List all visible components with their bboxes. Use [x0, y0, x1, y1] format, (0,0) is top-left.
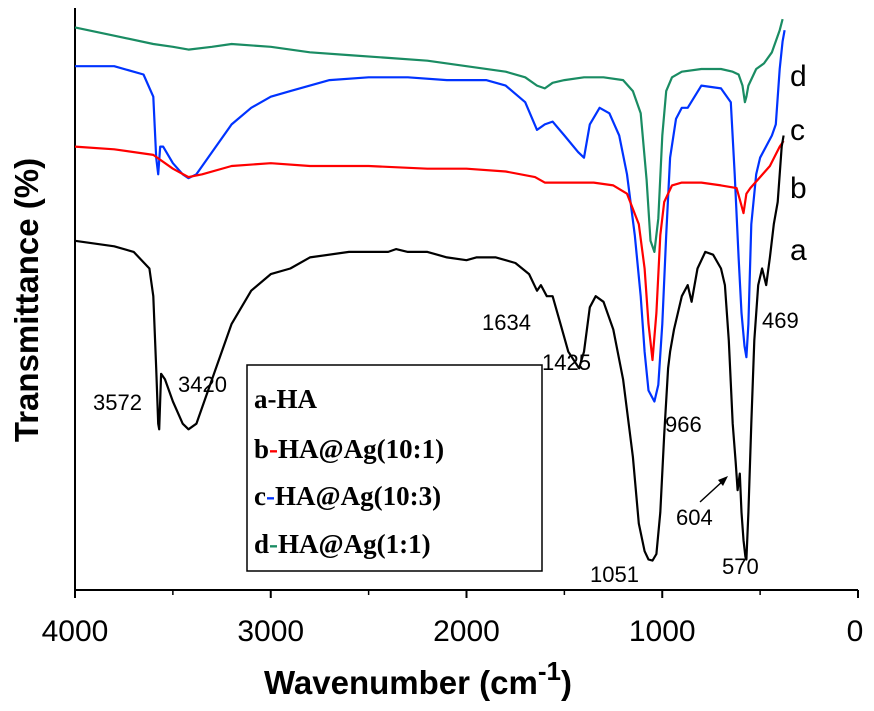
legend-letter-a: a — [254, 384, 268, 414]
curve-label-a: a — [790, 234, 807, 267]
peak-label-1634: 1634 — [482, 310, 531, 335]
x-axis-title: Wavenumber (cm-1) — [264, 656, 572, 701]
series-curves — [74, 18, 786, 562]
legend-entry-d: d-HA@Ag(1:1) — [254, 529, 431, 559]
peak-label-966: 966 — [665, 412, 702, 437]
legend-entry-b: b-HA@Ag(10:1) — [254, 434, 444, 464]
curve-label-b: b — [790, 172, 807, 205]
x-tick-label-3000: 3000 — [237, 615, 304, 648]
series-line-b — [74, 140, 785, 362]
legend-box — [246, 364, 543, 572]
peak-label-3572: 3572 — [93, 390, 142, 415]
series-line-c — [75, 30, 786, 403]
x-axis-title-superscript: -1 — [538, 656, 561, 686]
legend-dash-d: - — [269, 529, 278, 559]
peak-label-1425: 1425 — [542, 350, 591, 375]
legend-text-b: HA@Ag(10:1) — [278, 434, 444, 464]
y-axis-title: Transmittance (%) — [8, 158, 45, 442]
x-tick-label-1000: 1000 — [629, 615, 696, 648]
peak-label-604: 604 — [676, 505, 713, 530]
legend-letter-c: c — [254, 481, 266, 511]
x-axis-ticks: 4000 3000 2000 1000 0 — [42, 590, 864, 648]
curve-label-c: c — [790, 114, 805, 147]
peak-label-469: 469 — [762, 308, 799, 333]
legend-dash-c: - — [266, 481, 275, 511]
x-tick-label-2000: 2000 — [433, 615, 500, 648]
legend-entry-c: c-HA@Ag(10:3) — [254, 481, 441, 511]
series-line-a — [74, 135, 785, 562]
peak-label-3420: 3420 — [178, 372, 227, 397]
legend-letter-b: b — [254, 434, 269, 464]
curve-label-d: d — [790, 60, 807, 93]
peak-label-570: 570 — [722, 554, 759, 579]
legend: a-HA b-HA@Ag(10:1) c-HA@Ag(10:3) d-HA@Ag… — [246, 364, 543, 572]
x-axis-title-main: Wavenumber (cm — [264, 664, 538, 701]
x-axis-title-suffix: ) — [561, 664, 572, 701]
legend-text-d: HA@Ag(1:1) — [278, 529, 431, 559]
legend-dash-b: - — [269, 434, 278, 464]
x-tick-label-4000: 4000 — [42, 615, 109, 648]
legend-letter-d: d — [254, 529, 269, 559]
peak-label-1051: 1051 — [590, 562, 639, 587]
x-tick-label-0: 0 — [847, 615, 864, 648]
peak-604-arrow — [699, 476, 728, 503]
legend-entry-a: a-HA — [254, 384, 317, 414]
legend-text-a: -HA — [268, 384, 318, 414]
legend-text-c: HA@Ag(10:3) — [275, 481, 441, 511]
series-line-d — [74, 18, 784, 253]
